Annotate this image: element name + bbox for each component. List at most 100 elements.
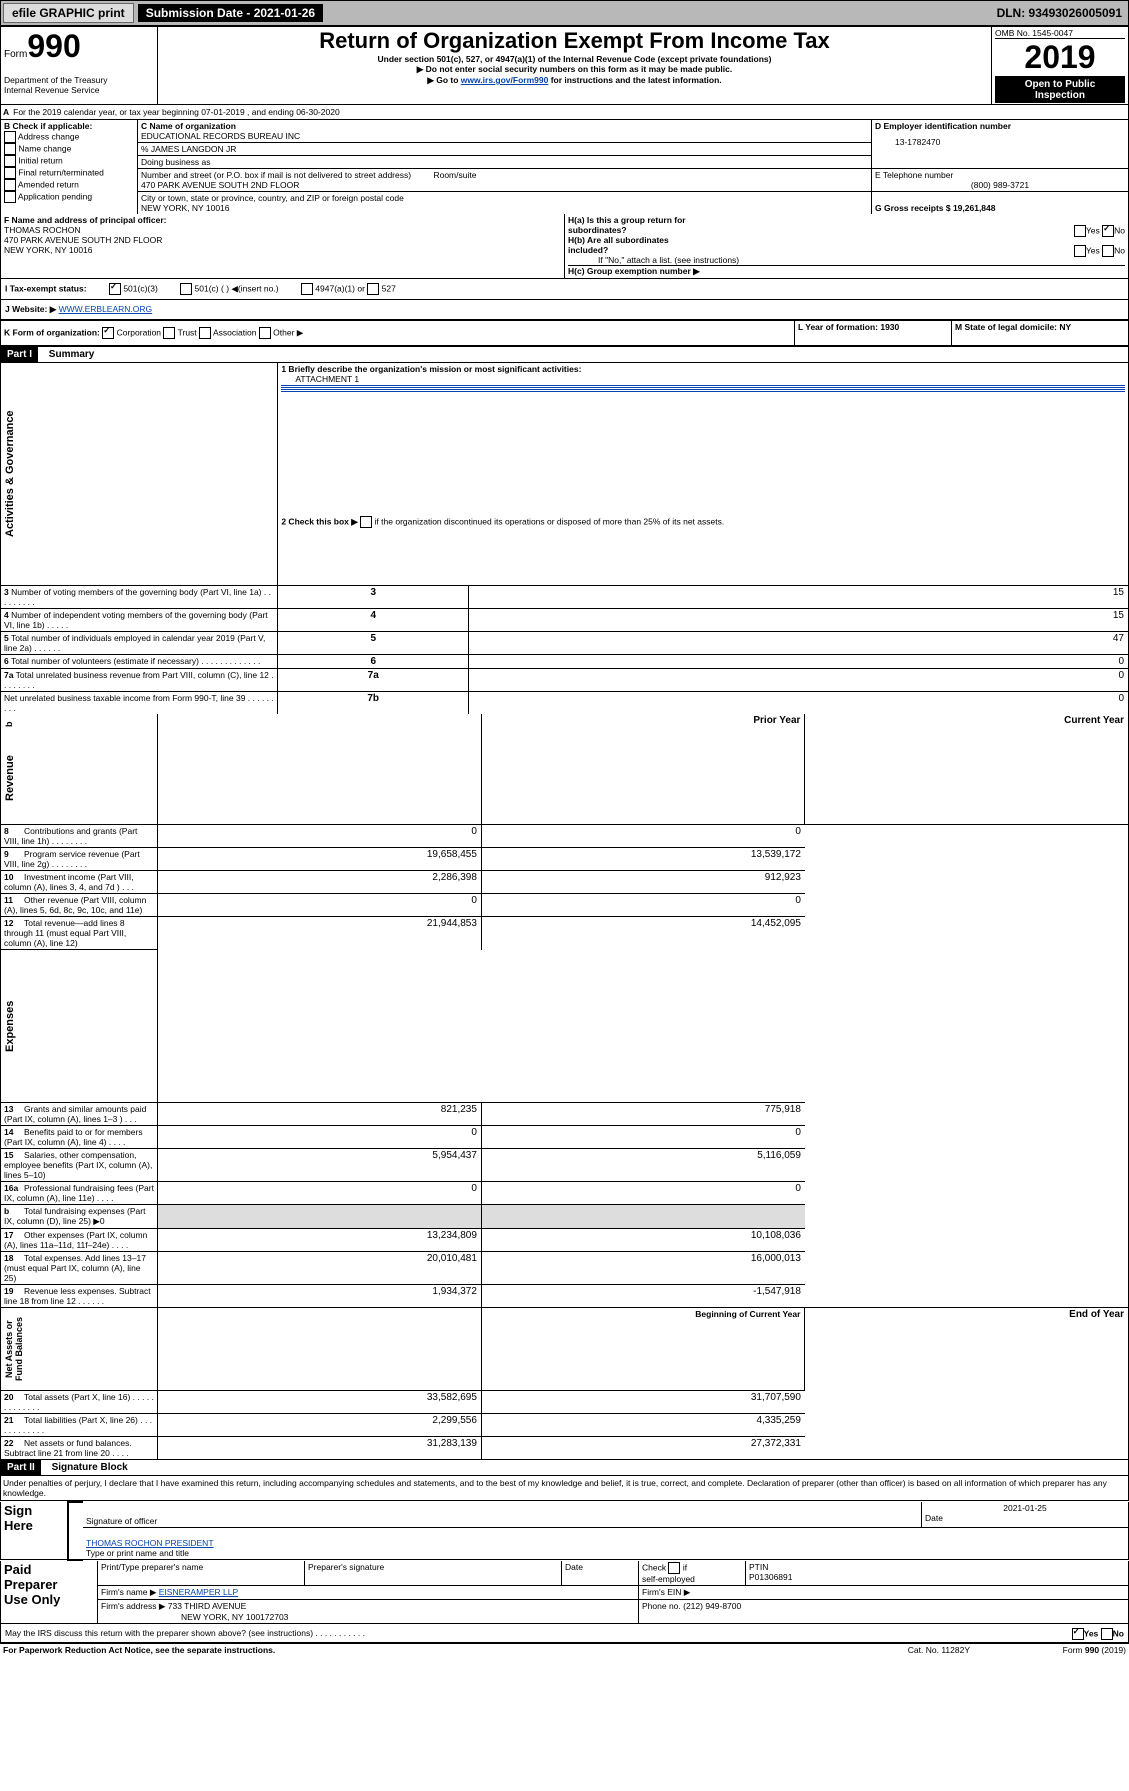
opt-amended[interactable]: Amended return — [4, 179, 134, 191]
revenue-row: 8Contributions and grants (Part VIII, li… — [1, 825, 1129, 848]
part1-tab: Part I — [1, 347, 38, 362]
ein: 13-1782470 — [875, 131, 1125, 153]
city-label: City or town, state or province, country… — [141, 193, 404, 203]
ptin-val: P01306891 — [749, 1572, 793, 1582]
part2-heading: Signature Block — [44, 1462, 128, 1473]
ptin-label: PTIN — [749, 1562, 768, 1572]
prior-year-header: Prior Year — [481, 714, 805, 825]
revenue-row: 10Investment income (Part VIII, column (… — [1, 871, 1129, 894]
org-name: EDUCATIONAL RECORDS BUREAU INC — [141, 131, 300, 141]
opt-address[interactable]: Address change — [4, 131, 134, 143]
officer-addr2: NEW YORK, NY 10016 — [4, 245, 93, 255]
opt-initial[interactable]: Initial return — [4, 155, 134, 167]
hb: H(b) Are all subordinates included? — [568, 235, 669, 255]
end-year-header: End of Year — [805, 1308, 1129, 1391]
opt-pending[interactable]: Application pending — [4, 191, 134, 203]
gov-row: 5 Total number of individuals employed i… — [1, 632, 1129, 655]
prep-sig-label: Preparer's signature — [305, 1561, 562, 1586]
year-formation: L Year of formation: 1930 — [798, 322, 899, 332]
expense-row: 15Salaries, other compensation, employee… — [1, 1149, 1129, 1182]
g-receipts: G Gross receipts $ 19,261,848 — [875, 203, 1125, 213]
submission-date: Submission Date - 2021-01-26 — [138, 4, 323, 22]
efile-print-button[interactable]: efile GRAPHIC print — [3, 3, 134, 23]
opt-name[interactable]: Name change — [4, 143, 134, 155]
dln: DLN: 93493026005091 — [997, 6, 1126, 20]
sig-officer-label: Signature of officer — [86, 1516, 157, 1526]
website-link[interactable]: WWW.ERBLEARN.ORG — [59, 304, 153, 314]
net-row: 21Total liabilities (Part X, line 26) . … — [1, 1414, 1129, 1437]
form-number: 990 — [27, 28, 80, 64]
identity-block: B Check if applicable: Address change Na… — [0, 120, 1129, 214]
prep-name-label: Print/Type preparer's name — [98, 1561, 305, 1586]
f-label: F Name and address of principal officer: — [4, 215, 166, 225]
note1: ▶ Do not enter social security numbers o… — [161, 64, 988, 75]
paid-preparer: Paid Preparer Use Only Print/Type prepar… — [0, 1561, 1129, 1624]
note2: ▶ Go to www.irs.gov/Form990 for instruct… — [161, 75, 988, 86]
firm-phone: Phone no. (212) 949-8700 — [639, 1599, 1129, 1623]
b-label: B Check if applicable: — [4, 121, 134, 131]
firm-addr1: 733 THIRD AVENUE — [168, 1601, 247, 1611]
city: NEW YORK, NY 10016 — [141, 203, 230, 213]
sign-here: Sign Here Signature of officer 2021-01-2… — [0, 1501, 1129, 1561]
room-label: Room/suite — [413, 170, 476, 180]
expense-row: bTotal fundraising expenses (Part IX, co… — [1, 1205, 1129, 1229]
line-a: AFor the 2019 calendar year, or tax year… — [0, 105, 1129, 120]
prep-date-label: Date — [562, 1561, 639, 1586]
street-label: Number and street (or P.O. box if mail i… — [141, 170, 411, 180]
expense-row: 14Benefits paid to or for members (Part … — [1, 1126, 1129, 1149]
dba-label: Doing business as — [141, 157, 210, 167]
financials: bRevenue Prior Year Current Year 8Contri… — [0, 714, 1129, 1460]
date-label: Date — [925, 1513, 943, 1523]
form-label: Form — [4, 49, 27, 60]
d-label: D Employer identification number — [875, 121, 1125, 131]
f-h-block: F Name and address of principal officer:… — [0, 214, 1129, 279]
care-of: % JAMES LANGDON JR — [141, 144, 236, 154]
expense-row: 19Revenue less expenses. Subtract line 1… — [1, 1285, 1129, 1308]
h-note: If "No," attach a list. (see instruction… — [568, 255, 1125, 265]
footer-right: Form 990 (2019) — [1063, 1645, 1126, 1655]
q1: 1 Briefly describe the organization's mi… — [281, 364, 581, 374]
vert-revenue: Revenue — [4, 733, 16, 823]
form-title: Return of Organization Exempt From Incom… — [161, 28, 988, 54]
open-to-public: Open to Public Inspection — [995, 77, 1125, 103]
form990-link[interactable]: www.irs.gov/Form990 — [461, 75, 549, 85]
officer-name: THOMAS ROCHON — [4, 225, 81, 235]
gov-row: 4 Number of independent voting members o… — [1, 609, 1129, 632]
footer-left: For Paperwork Reduction Act Notice, see … — [0, 1644, 817, 1656]
net-row: 20Total assets (Part X, line 16) . . . .… — [1, 1391, 1129, 1414]
gov-row: 6 Total number of volunteers (estimate i… — [1, 655, 1129, 669]
line-j: J Website: ▶ WWW.ERBLEARN.ORG — [0, 300, 1129, 321]
phone: (800) 989-3721 — [875, 180, 1125, 190]
c-label: C Name of organization — [141, 121, 236, 131]
ha: H(a) Is this a group return for subordin… — [568, 215, 686, 235]
part1-heading: Summary — [41, 349, 95, 360]
revenue-row: 9Program service revenue (Part VIII, lin… — [1, 848, 1129, 871]
net-row: 22Net assets or fund balances. Subtract … — [1, 1437, 1129, 1460]
firm-ein: Firm's EIN ▶ — [639, 1585, 1129, 1599]
gov-row: 3 Number of voting members of the govern… — [1, 586, 1129, 609]
footer-center: Cat. No. 11282Y — [817, 1644, 973, 1656]
omb: OMB No. 1545-0047 — [995, 28, 1125, 39]
top-bar: efile GRAPHIC print Submission Date - 20… — [0, 0, 1129, 26]
firm-link[interactable]: EISNERAMPER LLP — [159, 1587, 238, 1597]
sign-here-label: Sign Here — [1, 1502, 69, 1560]
part2-tab: Part II — [1, 1460, 41, 1475]
officer-typed[interactable]: THOMAS ROCHON PRESIDENT — [86, 1538, 214, 1548]
domicile: M State of legal domicile: NY — [955, 322, 1071, 332]
sig-date-val: 2021-01-25 — [925, 1503, 1125, 1513]
expense-row: 16aProfessional fundraising fees (Part I… — [1, 1182, 1129, 1205]
expense-row: 18Total expenses. Add lines 13–17 (must … — [1, 1252, 1129, 1285]
officer-addr1: 470 PARK AVENUE SOUTH 2ND FLOOR — [4, 235, 162, 245]
part1-body: Activities & Governance 1 Briefly descri… — [0, 363, 1129, 714]
form-header: Form990 Department of the Treasury Inter… — [0, 26, 1129, 105]
perjury: Under penalties of perjury, I declare th… — [0, 1476, 1129, 1501]
dept: Department of the Treasury Internal Reve… — [4, 75, 154, 95]
vert-governance: Activities & Governance — [4, 364, 16, 584]
vert-expenses: Expenses — [4, 951, 16, 1101]
revenue-row: 12Total revenue—add lines 8 through 11 (… — [1, 917, 1129, 950]
street: 470 PARK AVENUE SOUTH 2ND FLOOR — [141, 180, 299, 190]
line-i: I Tax-exempt status: 501(c)(3) 501(c) ( … — [0, 279, 1129, 300]
hc: H(c) Group exemption number ▶ — [568, 265, 1125, 277]
current-year-header: Current Year — [805, 714, 1129, 825]
opt-final[interactable]: Final return/terminated — [4, 167, 134, 179]
